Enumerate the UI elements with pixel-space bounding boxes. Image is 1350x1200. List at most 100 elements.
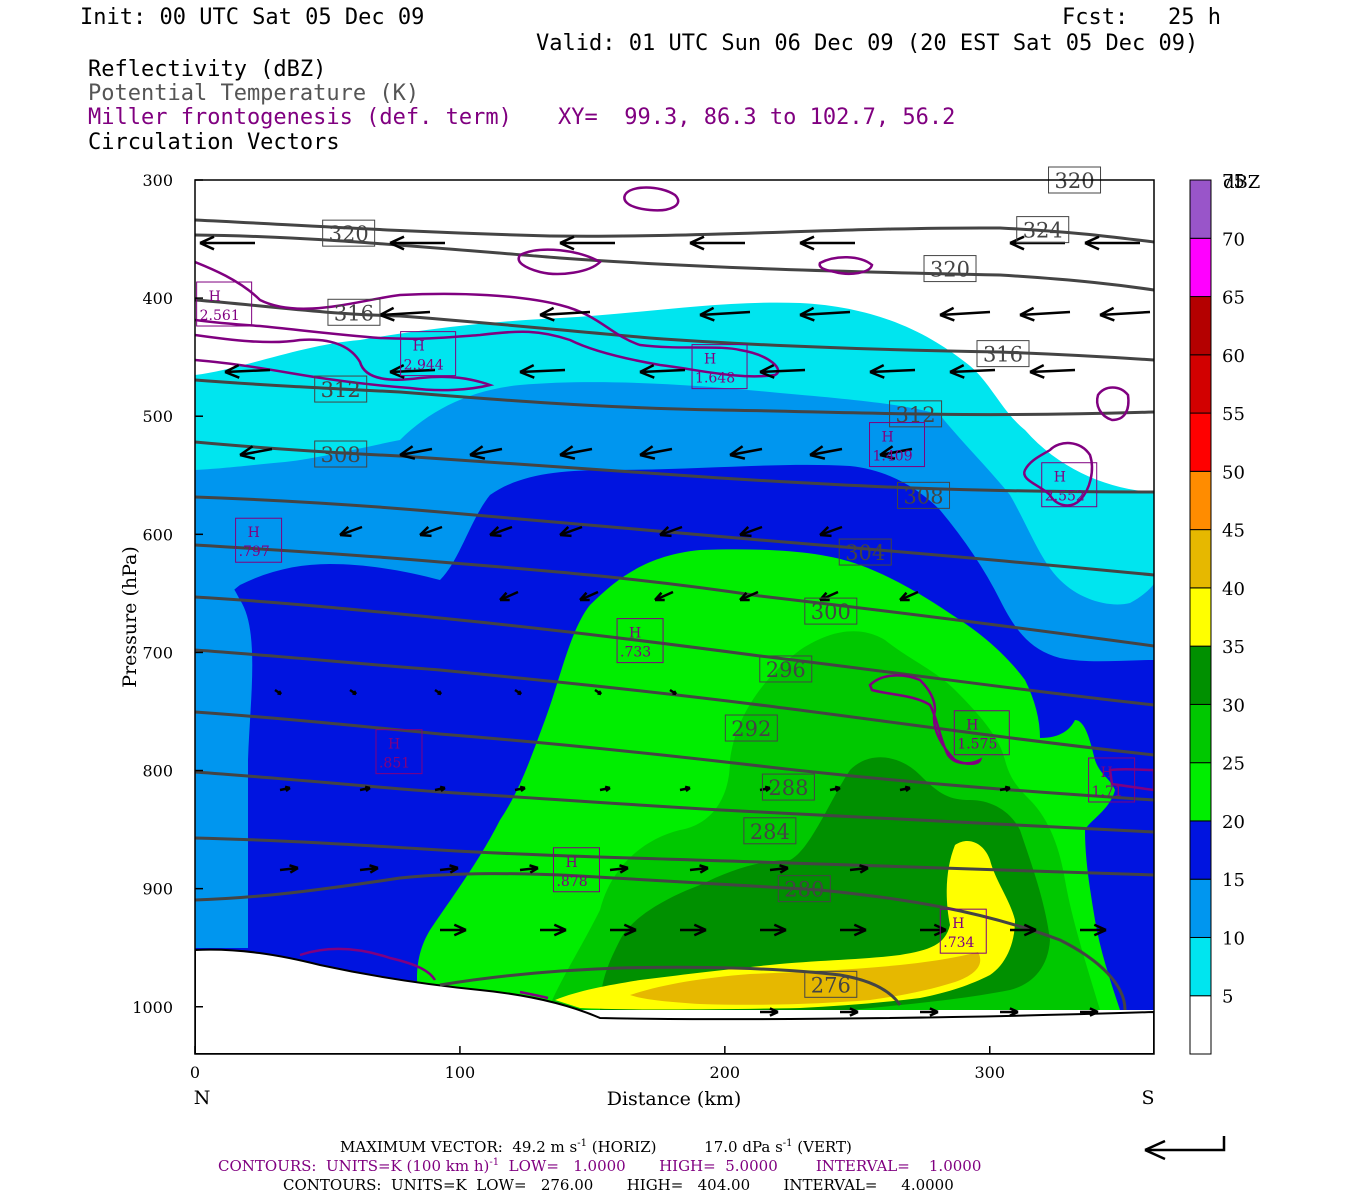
circulation-vector [689, 235, 745, 251]
colorbar-swatch [1189, 529, 1212, 589]
circulation-vector [899, 785, 911, 792]
frontogenesis-contour [519, 990, 549, 1000]
colorbar-swatch [1189, 936, 1212, 997]
circulation-vector [579, 590, 599, 602]
circulation-vector [1019, 306, 1071, 322]
frontogenesis-max-label: H 2.552 [1041, 462, 1098, 508]
svg-text:1.409: 1.409 [873, 449, 913, 465]
field-reflectivity: Reflectivity (dBZ) [88, 57, 327, 82]
frontogenesis-max-label: H .797 [235, 517, 283, 563]
circulation-vector [729, 445, 763, 460]
circulation-vector [639, 445, 673, 460]
circulation-vector [519, 363, 566, 379]
circulation-vector [389, 235, 445, 251]
south-label: S [1141, 1087, 1154, 1109]
circulation-vector [279, 864, 299, 874]
frontogenesis-contour [299, 947, 437, 981]
circulation-vector [840, 923, 867, 937]
svg-text:320: 320 [930, 258, 970, 282]
circulation-vector [1010, 923, 1037, 937]
circulation-vector [609, 864, 629, 874]
svg-text:304: 304 [845, 541, 885, 565]
circulation-vector [759, 363, 806, 379]
theta-contour [195, 218, 1154, 244]
circulation-vector [359, 785, 371, 792]
colorbar-level-label: 40 [1222, 579, 1245, 600]
circulation-vector [499, 590, 519, 602]
colorbar-level-label: 25 [1222, 754, 1245, 775]
colorbar-level-label: 45 [1222, 521, 1245, 542]
svg-text:324: 324 [1023, 219, 1063, 243]
theta-contour [439, 965, 902, 1006]
theta-contour [195, 298, 1154, 362]
circulation-vector [799, 306, 851, 322]
x-tick-label: 0 [190, 1063, 200, 1082]
theta-contour [195, 595, 1154, 707]
circulation-vector [1080, 923, 1107, 937]
svg-text:H: H [565, 855, 577, 871]
svg-text:300: 300 [811, 600, 851, 624]
circulation-vector [469, 445, 503, 460]
circulation-vector [840, 1007, 859, 1017]
circulation-vector [440, 923, 467, 937]
colorbar-swatch [1189, 995, 1212, 1055]
y-tick-label: 300 [142, 171, 173, 190]
cross-section-endpoints: XY= 99.3, 86.3 to 102.7, 56.2 [558, 105, 956, 130]
svg-text:H: H [248, 525, 260, 541]
colorbar-level-label: 75 [1222, 171, 1245, 192]
field-potential-temperature: Potential Temperature (K) [88, 81, 420, 106]
svg-text:H: H [952, 916, 964, 932]
colorbar-swatch [1189, 762, 1212, 822]
circulation-vector [559, 235, 615, 251]
svg-text:312: 312 [896, 403, 936, 427]
frontogenesis-contour [818, 256, 874, 275]
circulation-vector [419, 525, 443, 538]
circulation-vector [599, 785, 611, 792]
circulation-vector [540, 923, 567, 937]
svg-text:2.552: 2.552 [1045, 489, 1085, 505]
circulation-vector [274, 688, 283, 696]
svg-text:308: 308 [903, 484, 943, 508]
svg-text:320: 320 [329, 222, 369, 246]
theta-contour [195, 543, 1154, 648]
theta-contour [195, 872, 1127, 1011]
circulation-vector [759, 785, 771, 792]
circulation-vector [949, 363, 996, 379]
colorbar-swatch [1189, 296, 1212, 356]
circulation-vector [389, 363, 436, 379]
colorbar-swatch [1189, 878, 1212, 938]
x-tick-label: 200 [710, 1063, 741, 1082]
frontogenesis-contour [623, 186, 680, 212]
circulation-vector [379, 306, 431, 322]
y-tick-label: 500 [142, 407, 173, 426]
theta-contour-label: 316 [327, 298, 381, 326]
svg-text:320: 320 [1054, 169, 1094, 193]
circulation-vector [434, 688, 443, 696]
circulation-vector [699, 306, 751, 322]
svg-text:280: 280 [784, 878, 824, 902]
colorbar-swatch [1189, 587, 1212, 647]
frontogenesis-contour [195, 260, 780, 378]
svg-text:H: H [209, 289, 221, 305]
theta-contour-label: 296 [759, 655, 813, 683]
theta-contour-label: 292 [724, 714, 778, 742]
svg-text:H: H [629, 626, 641, 642]
north-label: N [194, 1087, 211, 1109]
field-frontogenesis: Miller frontogenesis (def. term) [88, 105, 512, 130]
circulation-vector [739, 590, 759, 602]
circulation-vector [869, 363, 916, 379]
circulation-vector [659, 525, 683, 538]
circulation-vector [819, 590, 839, 602]
circulation-vector [849, 864, 869, 874]
frontogenesis-contour [1108, 767, 1154, 792]
theta-contour-label: 276 [804, 970, 858, 998]
theta-contour-label: 284 [743, 817, 797, 845]
frontogenesis-contour [1095, 386, 1130, 422]
x-tick-label: 100 [445, 1063, 476, 1082]
circulation-vector [829, 785, 841, 792]
circulation-vector [399, 445, 433, 460]
circulation-vector [760, 1007, 779, 1017]
svg-text:296: 296 [766, 658, 806, 682]
svg-text:316: 316 [334, 301, 374, 325]
field-circulation-vectors: Circulation Vectors [88, 130, 340, 155]
